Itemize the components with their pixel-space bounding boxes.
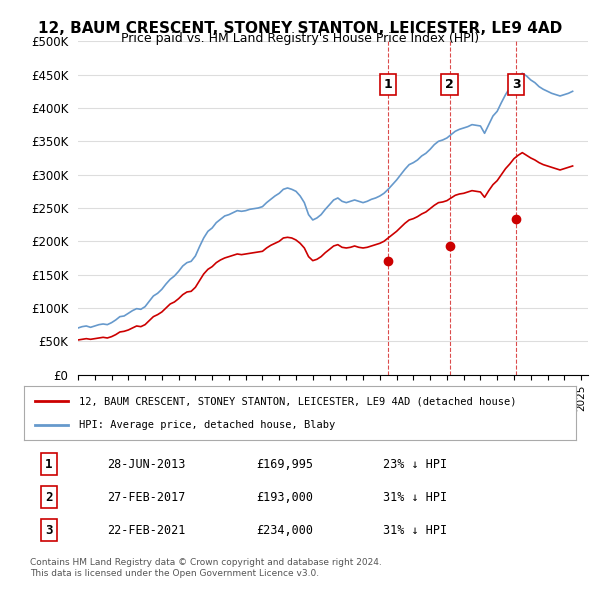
Text: 2: 2 bbox=[45, 490, 53, 504]
Text: 23% ↓ HPI: 23% ↓ HPI bbox=[383, 457, 447, 471]
Text: 28-JUN-2013: 28-JUN-2013 bbox=[107, 457, 185, 471]
Text: 1: 1 bbox=[45, 457, 53, 471]
Text: £169,995: £169,995 bbox=[256, 457, 313, 471]
Text: 3: 3 bbox=[45, 523, 53, 537]
Text: 27-FEB-2017: 27-FEB-2017 bbox=[107, 490, 185, 504]
Text: £193,000: £193,000 bbox=[256, 490, 313, 504]
Text: 3: 3 bbox=[512, 78, 521, 91]
Text: 31% ↓ HPI: 31% ↓ HPI bbox=[383, 523, 447, 537]
Text: This data is licensed under the Open Government Licence v3.0.: This data is licensed under the Open Gov… bbox=[30, 569, 319, 578]
Text: 12, BAUM CRESCENT, STONEY STANTON, LEICESTER, LE9 4AD (detached house): 12, BAUM CRESCENT, STONEY STANTON, LEICE… bbox=[79, 396, 517, 407]
Text: 22-FEB-2021: 22-FEB-2021 bbox=[107, 523, 185, 537]
Text: 12, BAUM CRESCENT, STONEY STANTON, LEICESTER, LE9 4AD: 12, BAUM CRESCENT, STONEY STANTON, LEICE… bbox=[38, 21, 562, 35]
Text: 2: 2 bbox=[445, 78, 454, 91]
Text: 31% ↓ HPI: 31% ↓ HPI bbox=[383, 490, 447, 504]
Text: Price paid vs. HM Land Registry's House Price Index (HPI): Price paid vs. HM Land Registry's House … bbox=[121, 32, 479, 45]
Text: Contains HM Land Registry data © Crown copyright and database right 2024.: Contains HM Land Registry data © Crown c… bbox=[30, 558, 382, 566]
Text: 1: 1 bbox=[383, 78, 392, 91]
Text: HPI: Average price, detached house, Blaby: HPI: Average price, detached house, Blab… bbox=[79, 419, 335, 430]
Text: £234,000: £234,000 bbox=[256, 523, 313, 537]
